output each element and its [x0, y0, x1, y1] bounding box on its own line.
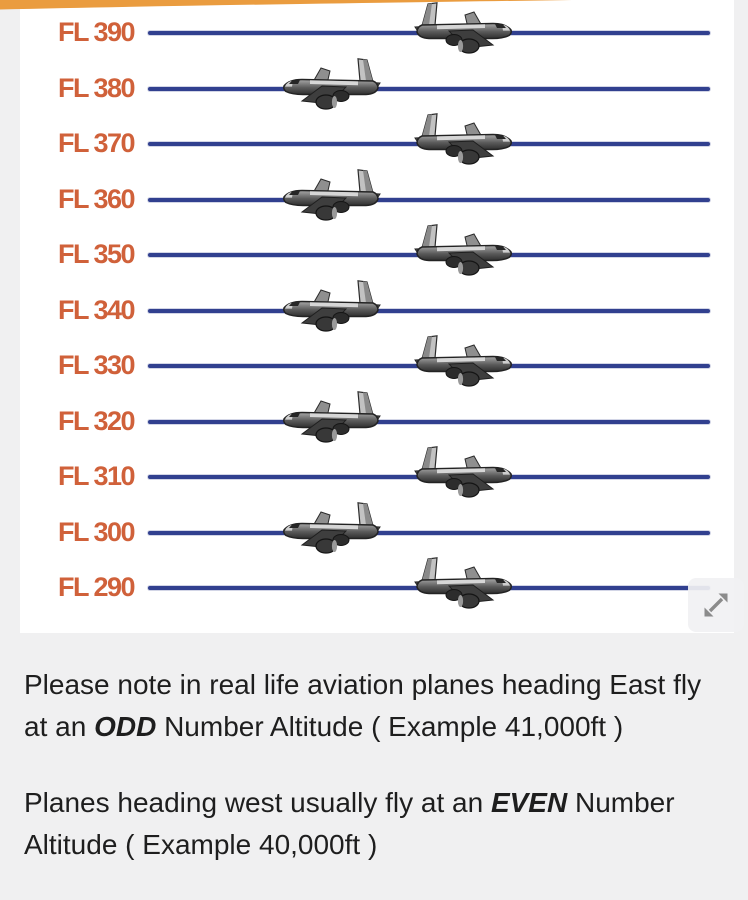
flight-level-label: FL 340: [58, 294, 136, 325]
flight-level-line: [148, 86, 710, 91]
top-orange-bar: [0, 0, 572, 10]
airplane-east-icon: [407, 446, 519, 502]
airplane-east-icon: [407, 335, 519, 391]
flight-level-label: FL 370: [58, 128, 136, 158]
flight-level-label: FL 390: [58, 17, 136, 47]
flight-level-line: [148, 419, 710, 424]
airplane-east-icon: [407, 557, 519, 613]
note-text: Number Altitude ( Example 40,000ft ): [24, 787, 675, 860]
flight-level-label: FL 360: [58, 183, 136, 214]
flight-level-label: FL 310: [58, 461, 136, 491]
airplane-east-icon: [407, 2, 519, 58]
note-emphasis-odd: ODD: [94, 711, 157, 742]
expand-image-button[interactable]: [688, 578, 744, 632]
flight-levels-diagram: FL 390: [20, 0, 744, 633]
expand-diagonal-icon: [704, 593, 728, 617]
airplane-west-icon: [276, 501, 388, 558]
flight-level-label: FL 380: [58, 72, 136, 103]
note-text: Number Altitude ( Example 41,000ft ): [156, 711, 624, 742]
flight-level-label: FL 290: [58, 572, 136, 602]
flight-level-label: FL 330: [58, 350, 136, 380]
airplane-west-icon: [276, 57, 388, 114]
note-emphasis-even: EVEN: [490, 787, 568, 818]
flight-level-line: [148, 530, 710, 535]
airplane-west-icon: [276, 279, 388, 336]
airplane-west-icon: [276, 390, 388, 447]
airplane-west-icon: [276, 168, 388, 225]
airplane-east-icon: [407, 113, 519, 169]
flight-level-label: FL 350: [58, 239, 136, 269]
flight-level-line: [148, 197, 710, 202]
note-text: Please note in real life aviation planes…: [24, 669, 702, 742]
flight-level-line: [148, 308, 710, 313]
note-east-odd: Please note in real life aviation planes…: [24, 664, 726, 748]
flight-level-label: FL 300: [58, 516, 136, 547]
notes-section: Please note in real life aviation planes…: [24, 664, 726, 900]
airplane-east-icon: [407, 224, 519, 280]
flight-level-label: FL 320: [58, 405, 136, 436]
note-text: Planes heading west usually fly at an: [24, 787, 491, 818]
note-west-even: Planes heading west usually fly at an EV…: [24, 782, 726, 866]
